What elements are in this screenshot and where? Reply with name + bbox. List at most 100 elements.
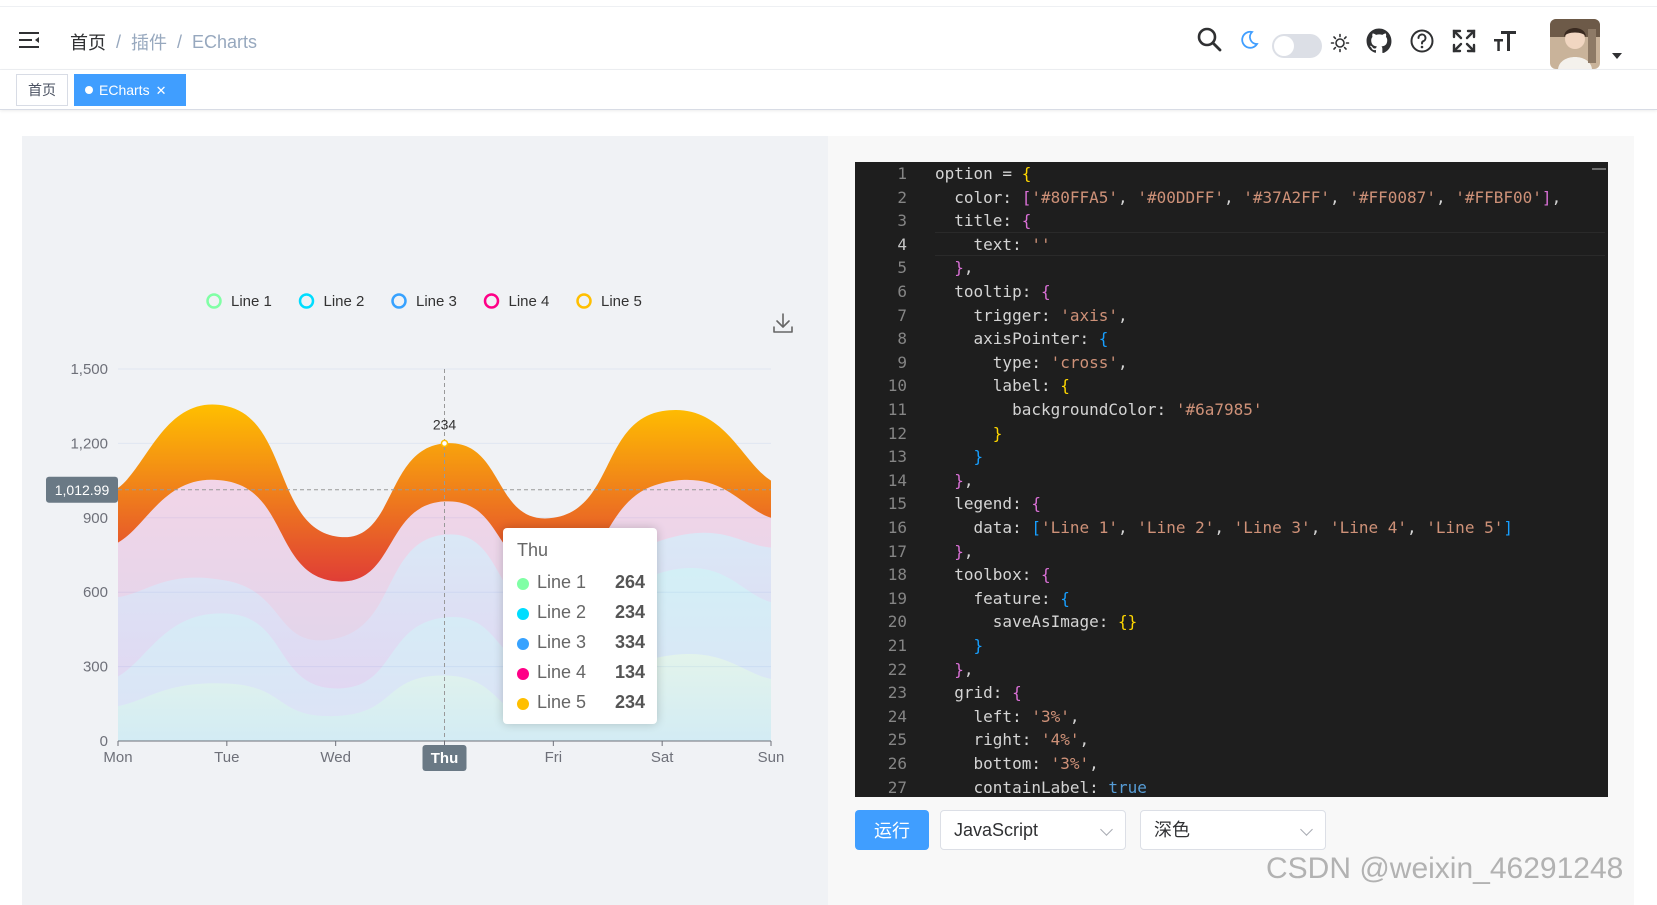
code-text: } — [973, 447, 984, 467]
language-select-value: JavaScript — [954, 820, 1039, 840]
axis-pointer-y-label-bg — [46, 476, 118, 503]
code-text: backgroundColor: '#6a7985' — [935, 400, 1263, 419]
y-tick-label: 600 — [83, 584, 108, 601]
line-number: 13 — [887, 447, 907, 467]
breadcrumb-separator: / — [116, 31, 122, 52]
close-icon[interactable]: ✕ — [155, 83, 167, 98]
tooltip-value: 264 — [614, 572, 645, 592]
breadcrumb-plugins[interactable]: 插件 — [131, 33, 168, 53]
tooltip-value: 134 — [614, 662, 645, 682]
code-text: type: 'cross', — [935, 352, 1128, 372]
line-number: 22 — [887, 659, 907, 679]
code-text: text: '' — [935, 234, 1051, 254]
code-text: color: ['#80FFA5', '#00DDFF', '#37A2FF',… — [935, 187, 1562, 207]
tooltip-series-name: Line 4 — [537, 662, 587, 682]
line-number: 2 — [897, 187, 907, 207]
moon-icon[interactable] — [1238, 29, 1260, 51]
tag-echarts[interactable]: ECharts ✕ — [74, 74, 186, 106]
line-number: 18 — [887, 565, 907, 585]
save-as-image-icon[interactable] — [772, 312, 794, 334]
line-number: 8 — [897, 329, 907, 349]
sun-icon[interactable] — [1330, 33, 1350, 53]
current-line-highlight — [935, 231, 1605, 256]
code-text: }, — [954, 470, 974, 490]
x-tick-label: Wed — [320, 749, 351, 766]
code-text: tooltip: { — [935, 282, 1051, 301]
legend-item-label: Line 2 — [324, 293, 365, 310]
caret-down-icon[interactable] — [1612, 53, 1622, 59]
menu-fold-icon[interactable] — [18, 29, 40, 51]
tooltip-marker — [517, 698, 529, 710]
line-number: 9 — [897, 352, 907, 372]
x-tick-label: Sun — [758, 749, 785, 766]
chevron-down-icon — [1300, 823, 1313, 836]
line-number: 10 — [887, 376, 907, 396]
run-button[interactable]: 运行 — [855, 810, 929, 850]
line-number: 21 — [887, 636, 907, 655]
line-number: 15 — [887, 494, 907, 514]
echarts-chart[interactable]: 0 300 600 900 1,200 1,500 Mon Tue Wed Thu Fri Sat Su… — [22, 136, 828, 905]
avatar-image — [1550, 19, 1600, 69]
chevron-down-icon — [1100, 823, 1113, 836]
code-text: grid: { — [935, 683, 1022, 703]
theme-select[interactable]: 深色 — [1140, 810, 1326, 850]
line-number: 16 — [887, 518, 907, 537]
tag-home[interactable]: 首页 — [16, 74, 68, 106]
legend-marker — [206, 293, 222, 309]
help-icon[interactable] — [1409, 28, 1435, 54]
active-dot-icon — [85, 86, 93, 95]
line-number: 27 — [887, 777, 907, 797]
tooltip-series-name: Line 2 — [537, 602, 587, 622]
search-icon[interactable] — [1195, 25, 1223, 53]
font-size-icon[interactable] — [1492, 28, 1518, 54]
line-number: 26 — [887, 754, 907, 773]
code-text: right: '4%', — [935, 730, 1090, 750]
tooltip-row: Line 5 234 — [517, 690, 645, 718]
line-number: 4 — [897, 234, 907, 254]
code-text: option = { — [935, 164, 1032, 183]
legend-item-label: Line 5 — [601, 293, 642, 310]
line-number: 5 — [897, 258, 907, 278]
dark-mode-switch[interactable] — [1272, 34, 1322, 58]
legend-marker — [576, 293, 592, 309]
tooltip-series-name: Line 1 — [537, 572, 587, 592]
area-line-5 — [118, 404, 771, 582]
tooltip-marker — [517, 638, 529, 650]
axis-pointer-x-label-bg — [422, 745, 467, 771]
line-number: 23 — [887, 683, 907, 703]
code-text: bottom: '3%', — [935, 754, 1099, 773]
line-number: 20 — [887, 612, 907, 632]
y-tick-label: 300 — [83, 659, 108, 676]
code-text: }, — [954, 541, 974, 561]
top-navbar: 首页 / 插件 / ECharts — [0, 6, 1657, 70]
code-text: legend: { — [935, 494, 1041, 514]
y-tick-label: 900 — [83, 510, 108, 527]
code-editor[interactable]: 1 option = {2 color: ['#80FFA5', '#00DDFF… — [855, 162, 1608, 797]
tags-view: 首页 ECharts ✕ — [0, 70, 1657, 110]
line-number: 25 — [887, 730, 907, 750]
tag-home-label: 首页 — [28, 82, 56, 98]
line-number: 6 — [897, 282, 907, 301]
line-number: 11 — [887, 400, 907, 419]
code-text: } — [992, 423, 1003, 443]
breadcrumb-home[interactable]: 首页 — [70, 33, 106, 53]
fullscreen-icon[interactable] — [1451, 28, 1477, 54]
axis-pointer-x-label: Thu — [431, 750, 459, 767]
tooltip-value: 234 — [614, 692, 645, 712]
user-avatar[interactable] — [1550, 19, 1600, 69]
code-text: }, — [954, 258, 974, 278]
github-icon[interactable] — [1366, 28, 1392, 54]
language-select[interactable]: JavaScript — [940, 810, 1126, 850]
code-text: containLabel: true — [935, 777, 1147, 797]
x-tick-label: Mon — [103, 749, 132, 766]
overview-ruler — [1592, 168, 1606, 170]
tooltip-marker — [517, 578, 529, 590]
line-number: 7 — [897, 305, 907, 325]
x-tick-label: Tue — [214, 749, 239, 766]
y-tick-label: 1,500 — [70, 361, 108, 378]
code-text: }, — [954, 659, 974, 679]
line-number: 17 — [887, 541, 907, 561]
line-number: 3 — [897, 211, 907, 231]
tag-echarts-label: ECharts — [99, 82, 150, 98]
legend-marker — [391, 293, 407, 309]
